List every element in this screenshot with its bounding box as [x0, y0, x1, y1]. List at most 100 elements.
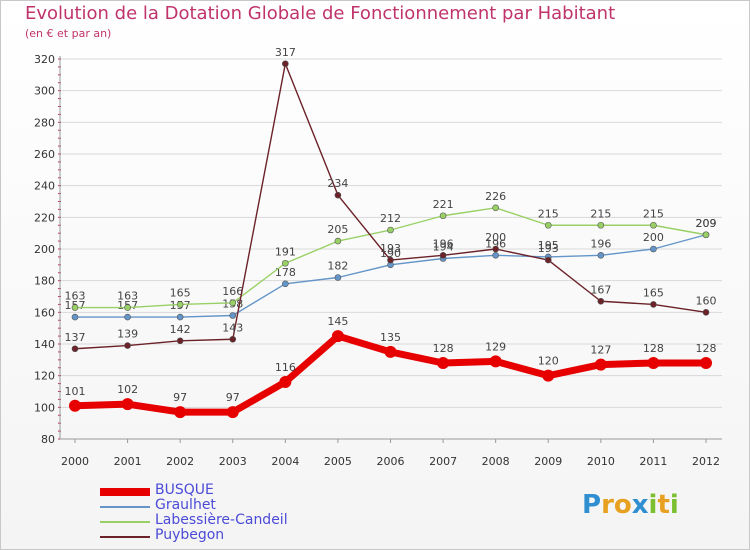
data-label: 127: [590, 344, 611, 357]
data-point: [544, 256, 552, 264]
x-tick-label: 2008: [482, 455, 510, 468]
data-label: 234: [327, 177, 348, 190]
data-label: 128: [643, 342, 664, 355]
y-tick-label: 200: [34, 243, 55, 256]
data-point: [387, 226, 394, 234]
y-tick-label: 260: [34, 148, 55, 161]
data-point: [702, 231, 710, 239]
data-label: 193: [538, 242, 559, 255]
data-label: 163: [117, 290, 138, 303]
data-label: 205: [327, 223, 348, 236]
legend-label: BUSQUE: [155, 482, 214, 498]
data-point: [226, 406, 239, 419]
data-point: [597, 252, 605, 259]
x-tick-label: 2009: [534, 455, 562, 468]
y-tick-label: 300: [34, 85, 55, 98]
data-point: [124, 313, 131, 321]
data-label: 200: [485, 231, 506, 244]
data-label: 215: [590, 207, 611, 220]
x-tick-label: 2001: [114, 455, 142, 468]
x-tick-label: 2007: [429, 455, 457, 468]
data-point: [492, 252, 499, 259]
x-tick-label: 2003: [219, 455, 247, 468]
chart-subtitle: (en € et par an): [25, 27, 112, 40]
data-point: [492, 204, 499, 212]
data-label: 178: [275, 266, 296, 279]
data-point: [282, 60, 289, 68]
data-point: [124, 304, 131, 311]
data-label: 166: [222, 285, 243, 298]
x-tick-label: 2002: [166, 455, 194, 468]
data-point: [650, 301, 657, 308]
data-label: 209: [696, 217, 717, 230]
data-point: [387, 256, 394, 264]
data-label: 196: [433, 237, 454, 250]
data-label: 196: [485, 237, 506, 250]
data-label: 196: [590, 237, 611, 250]
data-point: [71, 345, 79, 353]
x-tick-label: 2004: [271, 455, 299, 468]
data-label: 190: [380, 247, 401, 260]
data-label: 101: [65, 385, 86, 398]
data-point: [702, 309, 710, 316]
data-label: 137: [65, 331, 86, 344]
y-tick-label: 160: [34, 306, 55, 319]
data-label: 143: [222, 321, 243, 334]
y-tick-label: 100: [34, 401, 55, 414]
legend-label: Graulhet: [155, 497, 216, 513]
y-tick-label: 240: [34, 180, 55, 193]
legend-swatch: [100, 506, 150, 508]
y-tick-label: 120: [34, 370, 55, 383]
data-label: 195: [538, 239, 559, 252]
y-tick-label: 80: [41, 433, 55, 446]
data-label: 142: [170, 323, 191, 336]
data-point: [331, 330, 344, 343]
data-point: [597, 221, 605, 229]
data-label: 215: [643, 207, 664, 220]
data-label: 135: [380, 331, 401, 344]
data-point: [647, 357, 660, 369]
data-point: [437, 357, 450, 369]
data-label: 165: [170, 286, 191, 299]
legend-swatch: [100, 488, 150, 496]
data-point: [439, 252, 447, 259]
data-point: [650, 245, 657, 253]
data-label: 97: [173, 391, 187, 404]
data-point: [542, 369, 555, 382]
data-label: 221: [433, 198, 454, 211]
data-label: 212: [380, 212, 401, 225]
x-tick-label: 2006: [377, 455, 405, 468]
data-label: 128: [433, 342, 454, 355]
data-label: 193: [380, 242, 401, 255]
legend-label: Puybegon: [155, 527, 225, 543]
data-point: [334, 237, 342, 245]
data-label: 145: [327, 315, 348, 328]
x-tick-label: 2010: [587, 455, 615, 468]
data-point: [334, 191, 342, 199]
data-point: [124, 342, 131, 349]
data-point: [176, 301, 184, 308]
proxiti-logo: Proxiti: [582, 490, 679, 520]
chart-title: Evolution de la Dotation Globale de Fonc…: [25, 3, 616, 24]
data-point: [384, 345, 397, 358]
y-tick-label: 180: [34, 275, 55, 288]
data-label: 163: [65, 290, 86, 303]
data-label: 182: [327, 260, 348, 273]
data-label: 215: [538, 207, 559, 220]
data-point: [71, 313, 79, 321]
data-label: 200: [643, 231, 664, 244]
y-tick-label: 280: [34, 116, 55, 129]
data-label: 226: [485, 190, 506, 203]
data-label: 209: [696, 217, 717, 230]
y-tick-label: 320: [34, 53, 55, 66]
y-tick-label: 220: [34, 211, 55, 224]
data-point: [489, 355, 502, 368]
y-tick-label: 140: [34, 338, 55, 351]
data-label: 116: [275, 361, 296, 374]
data-label: 167: [590, 283, 611, 296]
data-point: [594, 358, 607, 371]
data-label: 165: [643, 286, 664, 299]
data-label: 191: [275, 245, 296, 258]
data-point: [71, 304, 79, 311]
